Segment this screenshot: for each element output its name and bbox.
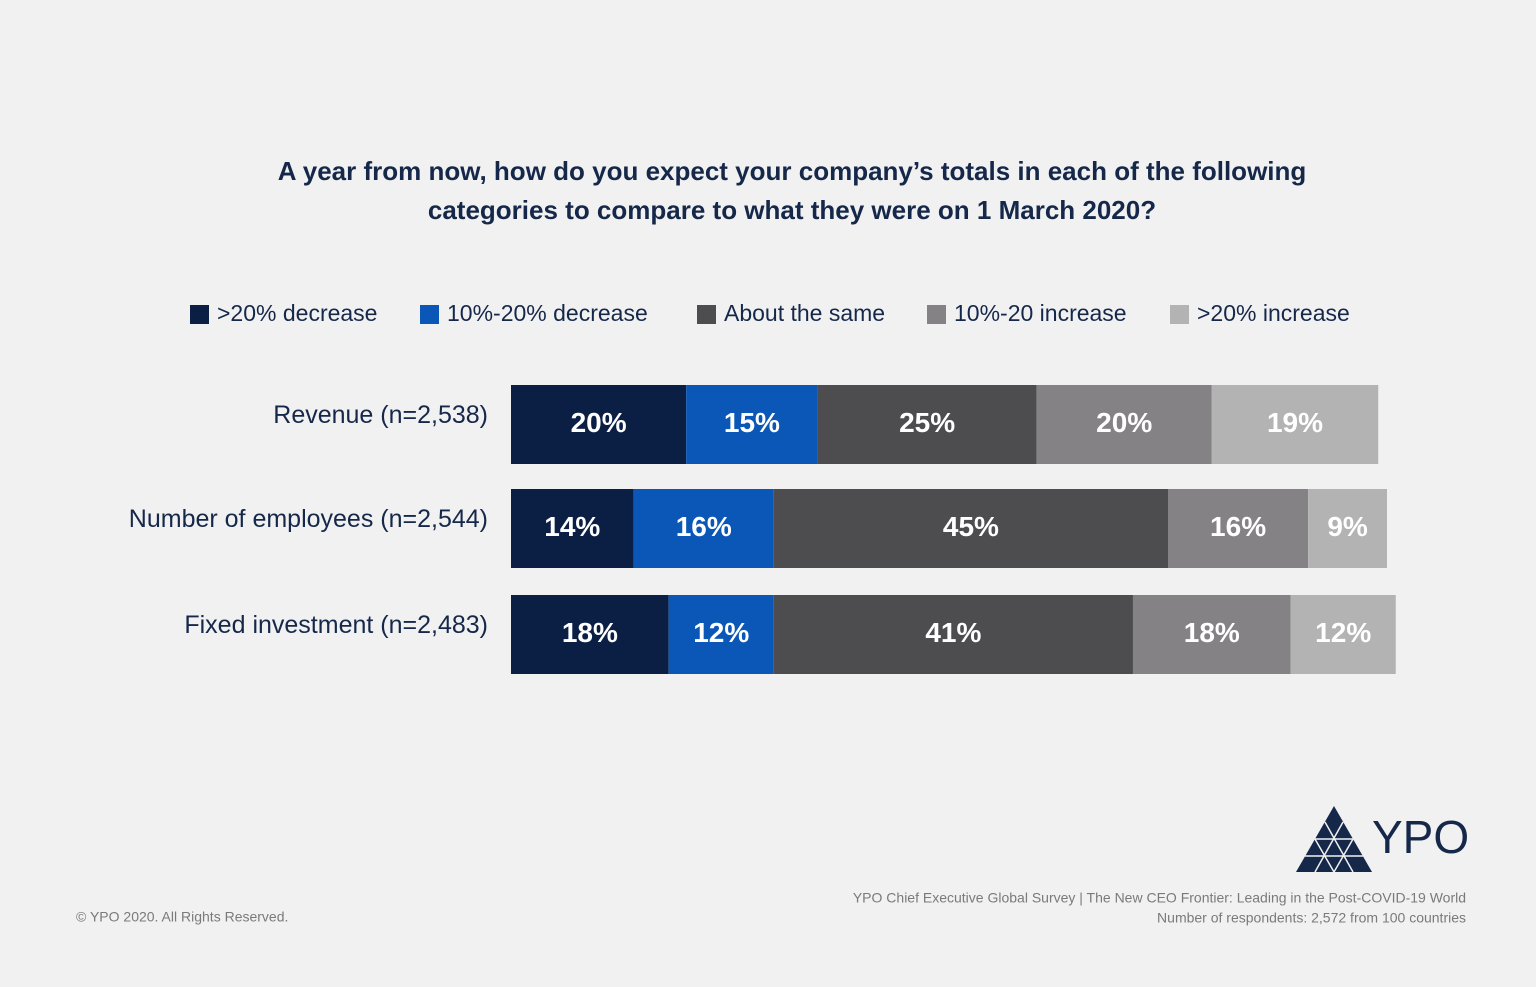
data-label: 14% — [544, 511, 600, 542]
copyright: © YPO 2020. All Rights Reserved. — [76, 909, 288, 925]
legend-swatch — [420, 305, 439, 324]
data-label: 41% — [925, 617, 981, 648]
data-label: 18% — [1184, 617, 1240, 648]
category-label: Number of employees (n=2,544) — [129, 505, 488, 533]
data-label: 18% — [562, 617, 618, 648]
bar-segment — [773, 595, 1133, 674]
data-label: 15% — [724, 407, 780, 438]
logo-pattern — [1305, 821, 1363, 873]
data-label: 12% — [1315, 617, 1371, 648]
bar-segment — [1036, 385, 1212, 464]
source-note: YPO Chief Executive Global Survey | The … — [853, 890, 1466, 906]
legend-label: >20% increase — [1197, 300, 1350, 326]
bar-segment — [1308, 489, 1387, 568]
legend-label: >20% decrease — [217, 300, 377, 326]
bar-segment — [633, 489, 774, 568]
legend-label: About the same — [724, 300, 885, 326]
bar-segment — [773, 489, 1168, 568]
legend-swatch — [1170, 305, 1189, 324]
legend-swatch — [697, 305, 716, 324]
data-label: 16% — [1210, 511, 1266, 542]
data-label: 20% — [571, 407, 627, 438]
logo: YPO — [1296, 806, 1469, 873]
legend-swatch — [190, 305, 209, 324]
bar-segment — [511, 489, 634, 568]
source-note: Number of respondents: 2,572 from 100 co… — [1157, 910, 1466, 926]
data-label: 45% — [943, 511, 999, 542]
legend-label: 10%-20 increase — [954, 300, 1127, 326]
legend-swatch — [927, 305, 946, 324]
bar-segment — [1211, 385, 1379, 464]
data-label: 25% — [899, 407, 955, 438]
bar-segment — [511, 595, 669, 674]
bar-segment — [1132, 595, 1291, 674]
data-label: 20% — [1096, 407, 1152, 438]
data-label: 19% — [1267, 407, 1323, 438]
logo-text: YPO — [1372, 811, 1469, 863]
bar-segment — [668, 595, 774, 674]
legend-label: 10%-20% decrease — [447, 300, 648, 326]
bar-segment — [1168, 489, 1309, 568]
bar-segment — [1290, 595, 1396, 674]
bar-segment — [686, 385, 818, 464]
category-label: Fixed investment (n=2,483) — [184, 611, 488, 639]
bar-segment — [817, 385, 1037, 464]
data-label: 9% — [1327, 511, 1368, 542]
data-label: 16% — [676, 511, 732, 542]
bar-segment — [511, 385, 687, 464]
chart-title: A year from now, how do you expect your … — [278, 156, 1307, 186]
chart-title: categories to compare to what they were … — [428, 195, 1156, 225]
data-label: 12% — [693, 617, 749, 648]
category-label: Revenue (n=2,538) — [273, 401, 488, 429]
